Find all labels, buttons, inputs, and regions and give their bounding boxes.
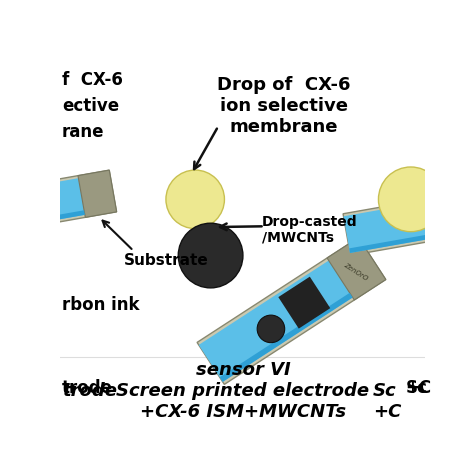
Text: Screen printed electrode: Screen printed electrode — [116, 382, 370, 400]
Polygon shape — [197, 237, 386, 384]
Polygon shape — [0, 170, 117, 244]
Text: +CX-6 ISM+MWCNTs: +CX-6 ISM+MWCNTs — [140, 402, 346, 420]
Text: Drop-casted
/MWCNTs: Drop-casted /MWCNTs — [262, 215, 358, 245]
Circle shape — [257, 315, 285, 343]
Text: trode: trode — [62, 379, 113, 397]
Polygon shape — [327, 237, 386, 300]
Circle shape — [166, 170, 225, 228]
Text: Drop of  CX-6
ion selective
membrane: Drop of CX-6 ion selective membrane — [217, 76, 350, 136]
Polygon shape — [199, 261, 353, 382]
Text: sensor VI: sensor VI — [196, 361, 290, 379]
Circle shape — [178, 223, 243, 288]
Text: +C: +C — [405, 379, 431, 397]
Polygon shape — [0, 178, 85, 241]
Text: +C: +C — [373, 402, 401, 420]
Text: trode: trode — [62, 382, 117, 400]
Text: Sc: Sc — [405, 379, 427, 397]
Polygon shape — [278, 277, 330, 328]
Polygon shape — [220, 293, 353, 382]
Polygon shape — [437, 197, 474, 234]
Text: ective: ective — [62, 97, 119, 115]
Polygon shape — [78, 170, 117, 218]
Text: Sc: Sc — [373, 382, 397, 400]
Text: rbon ink: rbon ink — [62, 296, 139, 314]
Polygon shape — [0, 210, 85, 241]
Circle shape — [378, 167, 443, 232]
Text: Substrate: Substrate — [124, 253, 209, 268]
Polygon shape — [343, 182, 474, 255]
Text: f  CX-6: f CX-6 — [62, 71, 123, 89]
Polygon shape — [21, 185, 58, 222]
Polygon shape — [344, 190, 474, 253]
Text: ZenOrO: ZenOrO — [343, 262, 369, 282]
Polygon shape — [349, 222, 474, 253]
Text: rane: rane — [62, 123, 104, 141]
